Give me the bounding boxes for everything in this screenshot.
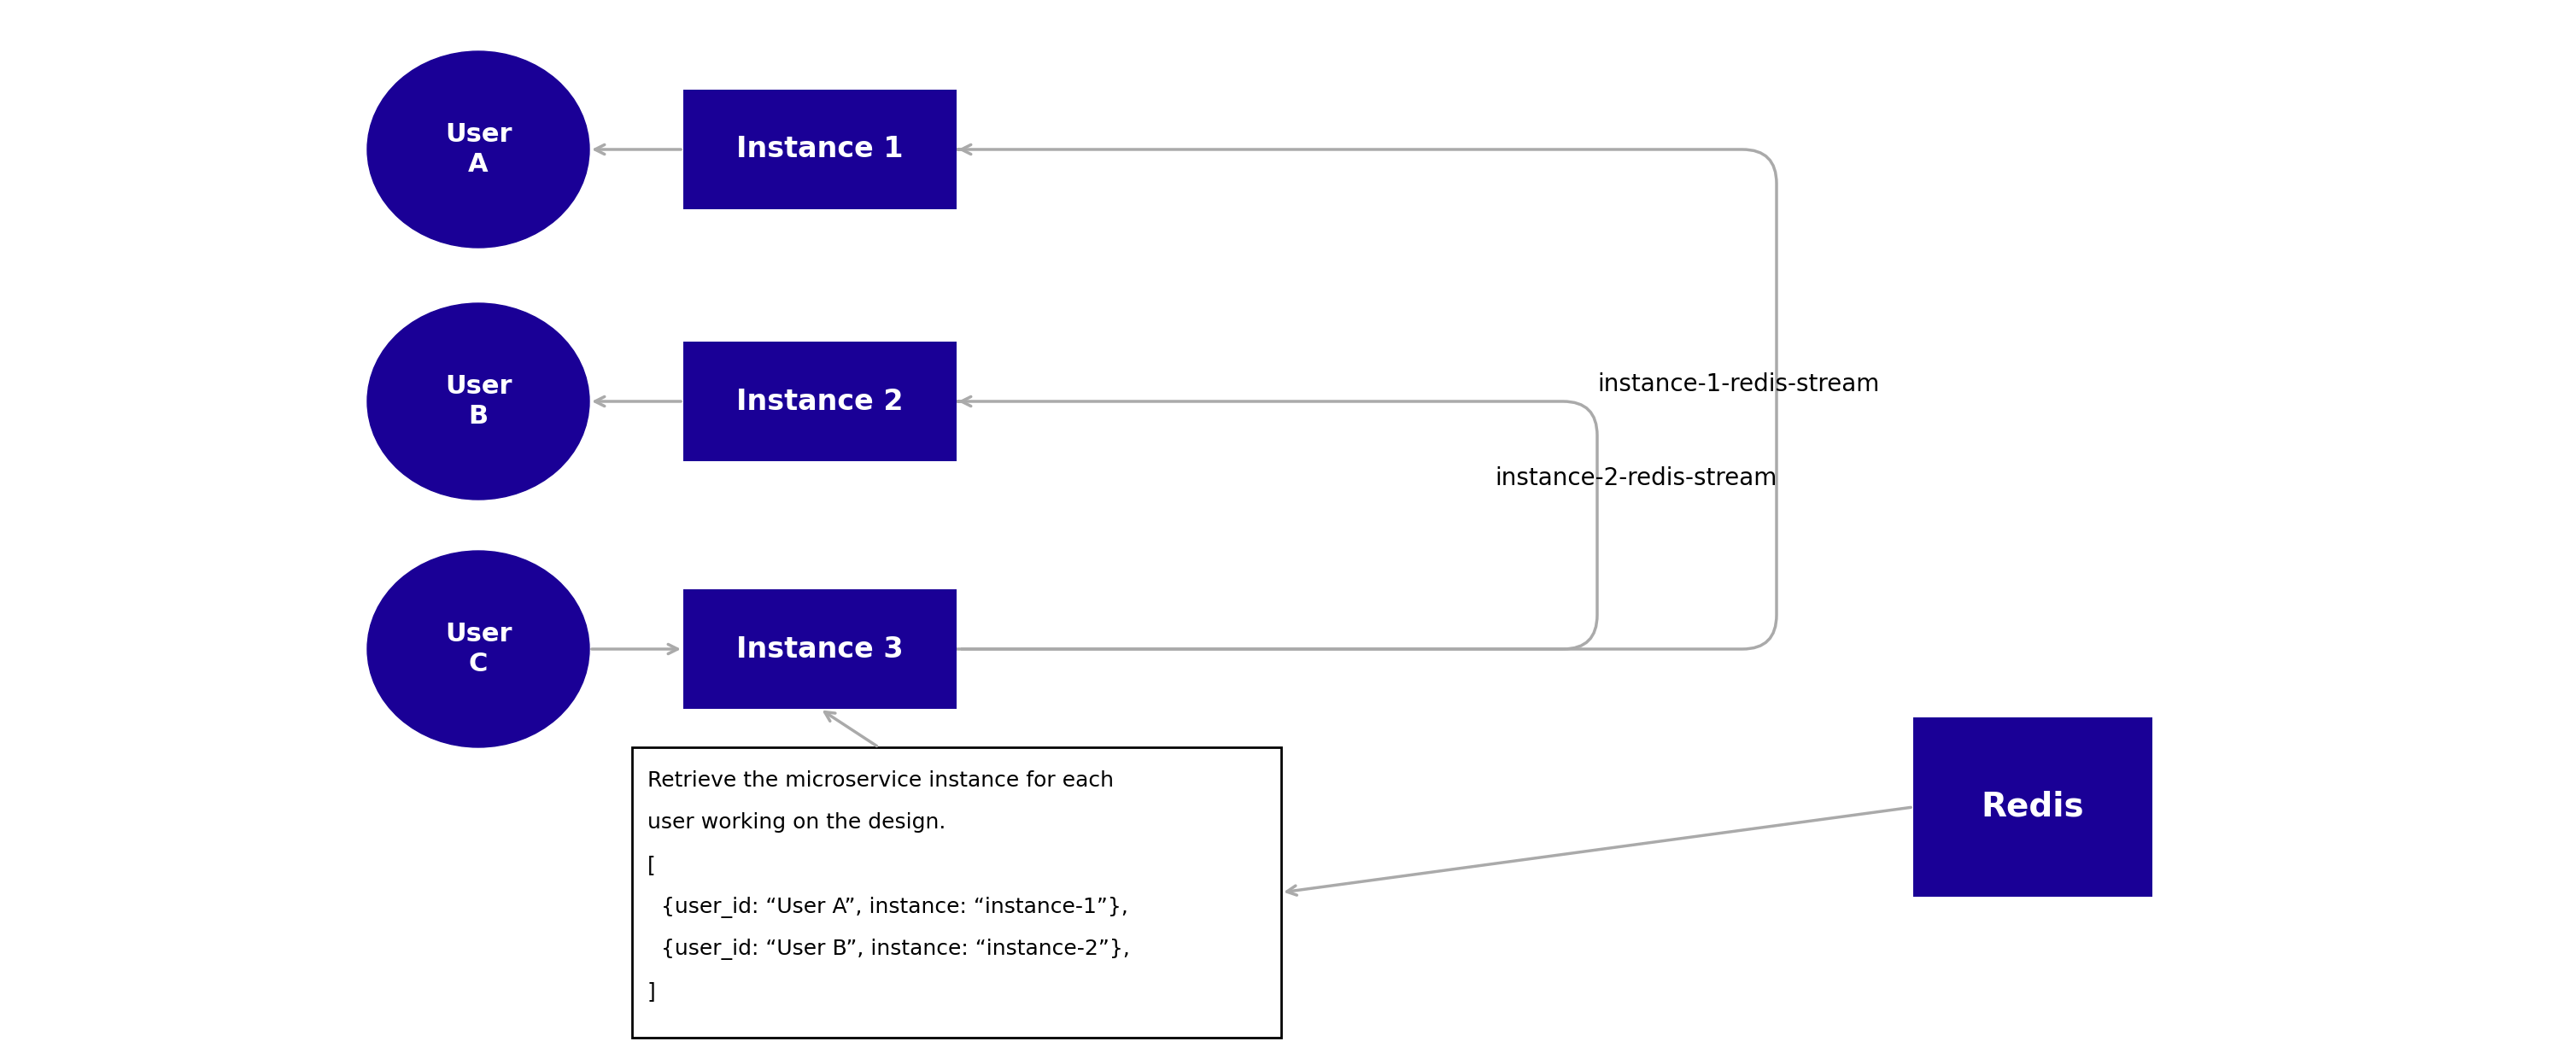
Text: [: [ xyxy=(647,855,657,875)
Text: ]: ] xyxy=(647,981,657,1002)
FancyBboxPatch shape xyxy=(1914,717,2154,897)
Ellipse shape xyxy=(368,51,590,248)
Text: user working on the design.: user working on the design. xyxy=(647,812,945,833)
FancyBboxPatch shape xyxy=(631,748,1280,1038)
FancyBboxPatch shape xyxy=(683,90,956,210)
Text: Redis: Redis xyxy=(1981,791,2084,823)
Text: User
C: User C xyxy=(446,622,513,677)
Text: Instance 3: Instance 3 xyxy=(737,635,904,663)
Text: {user_id: “User B”, instance: “instance-2”},: {user_id: “User B”, instance: “instance-… xyxy=(647,939,1131,961)
Text: User
B: User B xyxy=(446,374,513,429)
Text: instance-1-redis-stream: instance-1-redis-stream xyxy=(1597,373,1880,396)
Text: User
A: User A xyxy=(446,122,513,177)
Text: Instance 2: Instance 2 xyxy=(737,388,904,415)
FancyBboxPatch shape xyxy=(683,589,956,708)
Text: Instance 1: Instance 1 xyxy=(737,136,904,163)
FancyBboxPatch shape xyxy=(683,342,956,461)
Text: {user_id: “User A”, instance: “instance-1”},: {user_id: “User A”, instance: “instance-… xyxy=(647,897,1128,918)
Text: instance-2-redis-stream: instance-2-redis-stream xyxy=(1494,466,1777,490)
Ellipse shape xyxy=(368,303,590,500)
Ellipse shape xyxy=(368,551,590,748)
Text: Retrieve the microservice instance for each: Retrieve the microservice instance for e… xyxy=(647,770,1113,791)
